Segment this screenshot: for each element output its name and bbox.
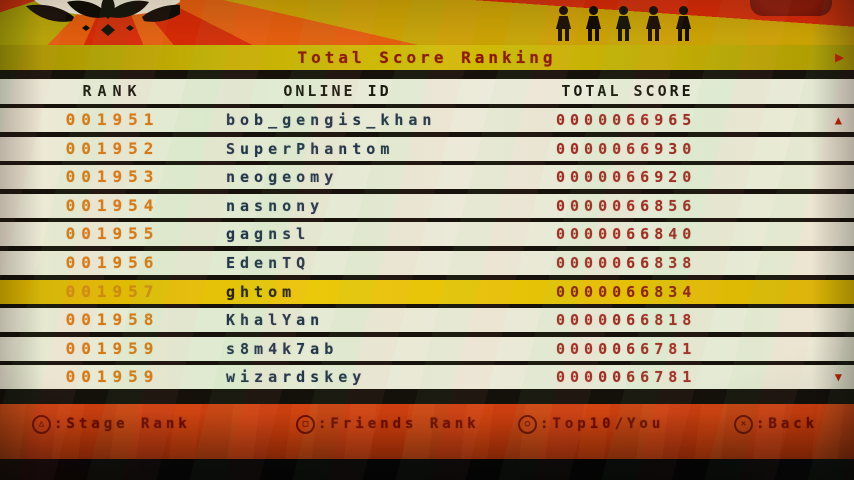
separator bbox=[0, 389, 854, 404]
online-id-cell: KhalYan bbox=[226, 311, 325, 330]
online-id-cell: EdenTQ bbox=[226, 253, 311, 272]
column-headers: RANK ONLINE ID TOTAL SCORE bbox=[0, 79, 854, 104]
rank-cell: 001958 bbox=[65, 310, 160, 330]
score-cell: 0000066840 bbox=[556, 225, 697, 244]
online-id-cell: gagnsl bbox=[226, 225, 311, 244]
player-icon bbox=[586, 6, 601, 43]
online-id-cell: bob_gengis_khan bbox=[226, 111, 437, 129]
next-page-arrow-icon[interactable]: ▶ bbox=[834, 48, 844, 66]
score-cell: 0000066818 bbox=[556, 311, 697, 330]
score-cell: 0000066781 bbox=[556, 339, 697, 358]
online-id-cell: ghtom bbox=[226, 282, 297, 301]
legend-label: :Back bbox=[756, 416, 819, 432]
score-cell: 0000066930 bbox=[556, 139, 697, 158]
separator bbox=[0, 70, 854, 79]
circle-button-icon: ○ bbox=[518, 414, 537, 434]
legend-label: :Top10/You bbox=[540, 416, 665, 432]
rank-cell: 001959 bbox=[65, 367, 160, 387]
leaderboard: 001951 bob_gengis_khan 0000066965 ▲ 0019… bbox=[0, 104, 854, 390]
online-id-cell: wizardskey bbox=[226, 368, 367, 387]
table-row[interactable]: 001954 nasnony 0000066856 bbox=[0, 193, 854, 218]
triangle-button-icon: △ bbox=[32, 414, 51, 434]
button-legend: △:Stage Rank □:Friends Rank ○:Top10/You … bbox=[0, 404, 854, 459]
online-id-cell: nasnony bbox=[226, 196, 325, 215]
rank-cell: 001953 bbox=[65, 167, 160, 187]
legend-top10-you[interactable]: ○:Top10/You bbox=[518, 414, 664, 434]
lotus-icon bbox=[26, 0, 180, 36]
legend-friends-rank[interactable]: □:Friends Rank bbox=[296, 414, 480, 434]
table-row[interactable]: 001952 SuperPhantom 0000066930 bbox=[0, 136, 854, 161]
rank-cell: 001955 bbox=[65, 224, 160, 244]
table-row[interactable]: 001955 gagnsl 0000066840 bbox=[0, 222, 854, 247]
rank-cell: 001952 bbox=[65, 138, 160, 158]
scroll-down-icon[interactable]: ▼ bbox=[834, 370, 842, 385]
player-icon bbox=[676, 6, 691, 43]
player-icon bbox=[556, 6, 571, 43]
legend-back[interactable]: ✕:Back bbox=[734, 414, 818, 434]
corner-decor bbox=[750, 0, 832, 16]
header-total-score: TOTAL SCORE bbox=[561, 82, 694, 100]
score-cell: 0000066965 bbox=[556, 111, 697, 129]
score-cell: 0000066781 bbox=[556, 368, 697, 387]
rank-cell: 001956 bbox=[65, 252, 160, 272]
table-row[interactable]: 001951 bob_gengis_khan 0000066965 ▲ bbox=[0, 108, 854, 132]
player-icons-group bbox=[556, 6, 691, 43]
score-cell: 0000066920 bbox=[556, 168, 697, 187]
photo-bottom-edge bbox=[0, 459, 854, 480]
table-row[interactable]: 001959 s8m4k7ab 0000066781 bbox=[0, 336, 854, 361]
table-row-selected[interactable]: 001957 ghtom 0000066834 bbox=[0, 279, 854, 304]
score-cell: 0000066834 bbox=[556, 282, 697, 301]
score-cell: 0000066838 bbox=[556, 253, 697, 272]
player-icon bbox=[646, 6, 661, 43]
online-id-cell: s8m4k7ab bbox=[226, 339, 339, 358]
online-id-cell: neogeomy bbox=[226, 168, 339, 187]
page-title: Total Score Ranking bbox=[297, 48, 557, 67]
scroll-up-icon[interactable]: ▲ bbox=[834, 113, 842, 127]
top-banner bbox=[0, 0, 854, 45]
table-row[interactable]: 001953 neogeomy 0000066920 bbox=[0, 165, 854, 190]
rank-cell: 001954 bbox=[65, 195, 160, 215]
legend-label: :Friends Rank bbox=[318, 416, 480, 432]
square-button-icon: □ bbox=[296, 414, 315, 434]
table-row[interactable]: 001958 KhalYan 0000066818 bbox=[0, 308, 854, 333]
legend-stage-rank[interactable]: △:Stage Rank bbox=[32, 414, 191, 434]
rank-cell: 001957 bbox=[65, 281, 160, 301]
title-bar: Total Score Ranking ▶ bbox=[0, 45, 854, 70]
header-rank: RANK bbox=[82, 82, 143, 100]
rank-cell: 001959 bbox=[65, 338, 160, 358]
score-cell: 0000066856 bbox=[556, 196, 697, 215]
table-row[interactable]: 001959 wizardskey 0000066781 ▼ bbox=[0, 365, 854, 390]
legend-label: :Stage Rank bbox=[54, 416, 191, 432]
table-row[interactable]: 001956 EdenTQ 0000066838 bbox=[0, 250, 854, 275]
online-id-cell: SuperPhantom bbox=[226, 139, 395, 158]
header-online-id: ONLINE ID bbox=[283, 82, 392, 100]
player-icon bbox=[616, 6, 631, 43]
cross-button-icon: ✕ bbox=[734, 414, 753, 434]
rank-cell: 001951 bbox=[65, 110, 160, 129]
